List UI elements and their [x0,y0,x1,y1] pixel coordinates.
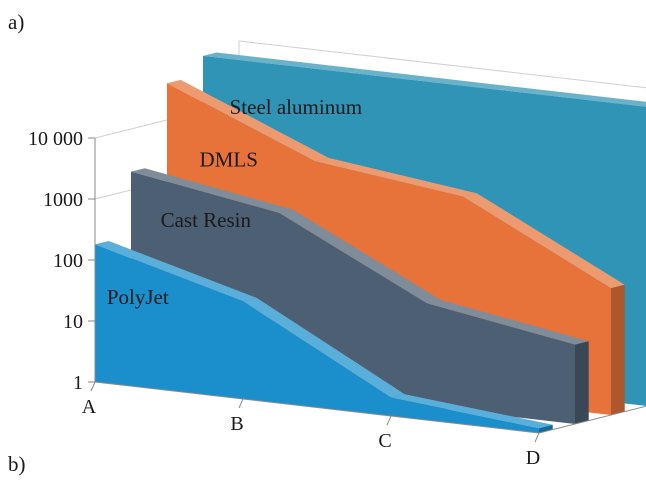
area-top-segment [167,79,329,162]
area-top-segment [315,157,477,197]
area-top-segment [351,69,513,90]
y-tick-label: 1000 [43,189,83,211]
x-tick-label: D [526,447,540,469]
back-wall-top [238,40,646,89]
series-label-steel-aluminum: Steel aluminum [230,95,362,119]
area-side-cap [539,424,553,433]
x-axis-line [94,381,540,434]
area-top-segment [243,297,405,398]
area-front-face [95,244,539,433]
area-top-segment [463,193,625,289]
area-top-segment [391,394,553,429]
chart-axes [88,137,646,443]
series-label-cast-resin: Cast Resin [161,208,252,232]
x-tick-label: A [82,396,97,418]
area-top-segment [279,209,441,304]
y-tick-label: 100 [53,250,83,272]
area-top-segment [499,86,646,107]
x-tick-mark [534,432,540,443]
area-top-segment [95,241,257,302]
series-label-polyjet: PolyJet [107,285,169,309]
x-tick-mark [238,398,244,409]
y-tick-label: 10 000 [28,128,83,150]
y-tick-label: 1 [73,372,83,394]
x-tick-mark [386,415,392,426]
y-tick-label: 10 [63,311,83,333]
area-side-cap [575,341,589,424]
panel-label-b: b) [8,452,26,476]
series-area-polyjet [95,241,553,433]
depth-axis-line [538,405,646,434]
area-top-segment [203,52,365,73]
area-side-cap [611,284,625,415]
x-tick-label: C [378,430,391,452]
x-tick-label: B [230,413,243,435]
chart-series [95,52,646,433]
series-label-dmls: DMLS [200,147,258,171]
area-top-segment [427,299,589,345]
area-top-segment [131,168,293,213]
panel-label-a: a) [8,10,25,34]
chart-labels: 1 10 100 1000 10 000 A B C D Steel aluminum DMLS Ca… [28,95,540,469]
x-tick-mark [90,381,96,392]
